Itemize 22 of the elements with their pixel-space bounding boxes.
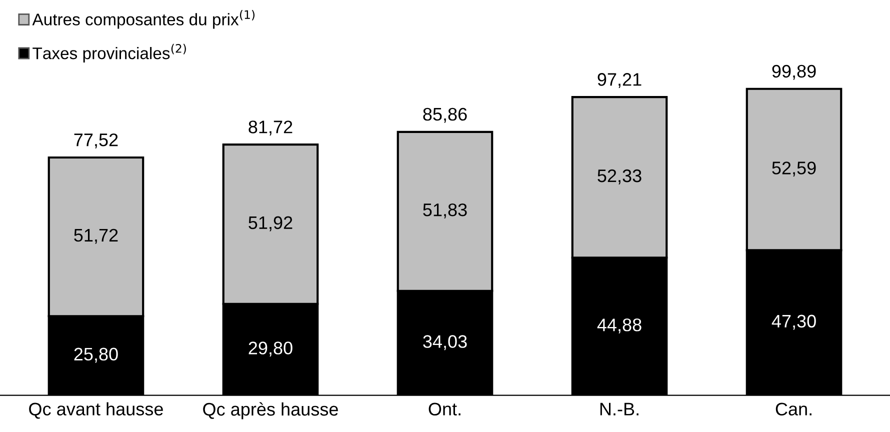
data-label: 25,80 [74,348,118,363]
data-label: 34,03 [423,335,467,350]
total-label: 85,86 [423,108,467,123]
x-tick-label: N.-B. [600,402,638,416]
data-label: 44,88 [597,318,642,334]
x-tick-label: Can. [776,402,812,416]
data-label: 51,92 [248,216,292,232]
data-label: 51,83 [423,203,467,218]
legend-label: Taxes provinciales$^{(2)}$ [32,44,186,63]
total-label: 77,52 [74,133,118,148]
total-label: 99,89 [772,64,816,80]
data-label: 51,72 [74,228,118,244]
data-label: 52,33 [598,169,642,184]
total-label: 97,21 [598,73,642,88]
x-tick-label: Qc après hausse [203,402,338,420]
x-tick-label: Ont. [428,402,460,416]
total-label: 81,72 [248,120,292,136]
data-label: 47,30 [772,314,816,330]
data-label: 52,59 [772,162,816,177]
data-label: 29,80 [248,342,292,357]
legend-label: Autres composantes du prix$^{(1)}$ [32,10,254,29]
x-tick-label: Qc avant hausse [29,402,163,419]
